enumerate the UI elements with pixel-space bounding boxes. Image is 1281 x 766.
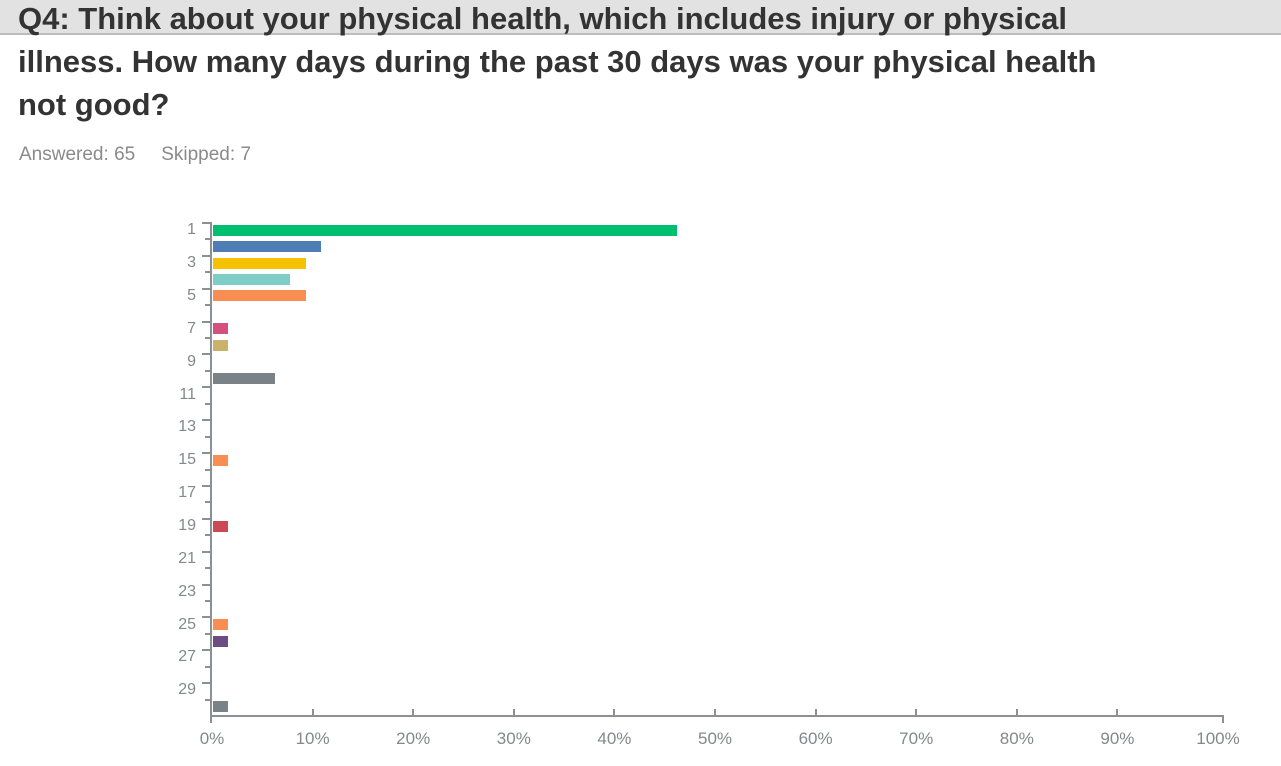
y-axis-tick [205,698,210,701]
bar-day-8[interactable] [213,339,229,351]
y-axis-tick [202,419,210,422]
x-axis-tick-label: 20% [396,729,431,748]
y-axis-tick [202,452,210,455]
y-axis-line [210,222,212,723]
bar-day-10[interactable] [213,372,275,384]
y-axis-tick [205,402,210,405]
y-axis-tick-label: 7 [187,319,196,337]
x-axis-end-tick [1222,715,1224,723]
y-axis-tick-label: 11 [179,385,196,403]
y-axis-tick-label: 21 [178,549,196,567]
y-axis-tick-label: 9 [187,352,196,370]
y-axis-tick-label: 13 [178,418,196,436]
x-axis-line [210,715,1224,717]
y-axis-tick [205,238,210,241]
y-axis-tick-label: 27 [178,648,196,666]
x-axis-tick [814,709,817,715]
answered-stat: Answered: 65 [19,144,135,165]
skipped-stat: Skipped: 7 [161,144,251,165]
skipped-label: Skipped: [161,144,236,165]
x-axis-tick [1116,709,1119,715]
bar-day-1[interactable] [213,224,678,236]
x-axis-tick-label: 30% [496,729,531,748]
y-axis-tick [202,320,210,323]
y-axis-tick-label: 5 [187,286,196,304]
y-axis-tick-label: 23 [178,582,196,600]
bar-day-2[interactable] [213,241,322,253]
y-axis-tick [205,369,210,372]
x-axis-tick [311,709,314,715]
x-axis-tick-label: 100% [1196,729,1240,748]
y-axis-tick [202,386,210,389]
y-axis-tick-label: 17 [178,484,196,502]
answered-value: 65 [114,144,136,165]
x-axis-tick-label: 0% [199,729,225,748]
x-axis-tick-label: 60% [798,729,833,748]
y-axis-tick [205,567,210,570]
y-axis-tick [202,616,210,619]
y-axis-tick-label: 15 [178,451,196,469]
x-axis-tick-label: 80% [999,729,1034,748]
y-axis-tick-label: 25 [178,615,196,633]
bar-day-3[interactable] [213,257,306,269]
y-axis-tick [202,649,210,652]
y-axis-tick-label: 29 [178,681,196,699]
y-axis-tick [205,304,210,307]
bar-day-30[interactable] [213,701,229,713]
y-axis-tick [205,501,210,504]
question-title-line-2: illness. How many days during the past 3… [18,44,1097,79]
question-title-line-3: not good? [18,87,170,122]
x-axis-tick-label: 10% [295,729,330,748]
response-stats: Answered: 65 Skipped: 7 [19,144,277,166]
y-axis-tick [202,517,210,520]
x-axis-tick-label: 40% [597,729,632,748]
y-axis-tick [205,468,210,471]
x-axis-tick [714,709,716,715]
y-axis-tick [202,222,210,224]
y-axis-tick-label: 19 [178,517,196,535]
bar-day-4[interactable] [213,274,291,286]
y-axis-tick [205,534,210,537]
bar-day-19[interactable] [213,520,229,532]
y-axis-tick [202,254,210,257]
x-axis-tick [613,709,616,715]
y-axis-tick [205,632,210,635]
y-axis-tick [205,271,210,274]
y-axis-tick [205,665,210,668]
y-axis-tick [205,435,210,438]
x-axis-tick-label: 50% [697,729,733,748]
x-axis-tick-label: 70% [899,729,934,748]
bar-day-26[interactable] [213,635,229,647]
y-axis-tick [202,550,210,553]
y-axis-tick [202,353,210,356]
answered-label: Answered: [19,144,109,165]
x-axis-tick [512,709,515,715]
y-axis-tick [205,337,210,340]
y-axis-tick [202,287,210,290]
bar-day-25[interactable] [213,619,229,631]
title-highlight-band [0,0,1281,35]
y-axis-tick-label: 1 [187,221,196,239]
y-axis-tick-label: 3 [187,254,196,272]
x-axis-tick [915,709,918,715]
bar-day-7[interactable] [213,323,229,335]
y-axis-tick [202,484,210,487]
y-axis-tick [202,583,210,586]
question-title-line-1: Q4: Think about your physical health, wh… [18,1,1068,36]
x-axis-tick-label: 90% [1100,729,1135,748]
skipped-value: 7 [240,144,252,165]
question-title: Q4: Think about your physical health, wh… [18,0,1268,126]
y-axis-tick [205,599,210,602]
y-axis-tick [202,682,210,685]
x-axis-tick [1015,709,1018,715]
bar-day-5[interactable] [213,290,306,302]
bar-day-15[interactable] [213,454,229,466]
x-axis-tick [412,709,415,715]
